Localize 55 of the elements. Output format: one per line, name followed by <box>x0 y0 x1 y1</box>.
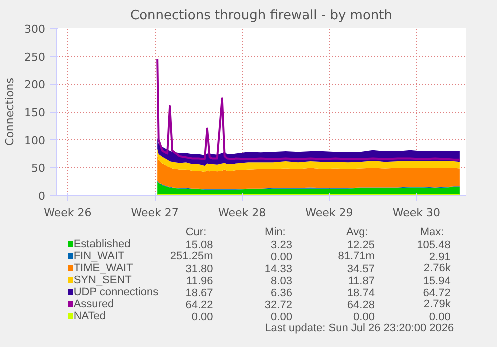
text: 2.91 <box>429 252 451 264</box>
text: 105.48 <box>417 240 451 252</box>
x-tick-label: Week 26 <box>44 206 92 220</box>
text: 6.36 <box>271 288 292 300</box>
legend-label: UDP connections <box>74 286 160 298</box>
y-tick-label: 150 <box>24 106 46 120</box>
text: 81.71m <box>338 250 375 262</box>
x-tick-label: Week 28 <box>218 206 266 220</box>
legend-label: Established <box>74 238 131 250</box>
text: 251.25m <box>170 250 214 262</box>
text: 12.25 <box>347 240 375 252</box>
line-series <box>156 58 461 161</box>
text: 0.00 <box>429 312 451 324</box>
text: Min: <box>265 226 286 238</box>
text: 0.00 <box>271 252 292 264</box>
text: 0.00 <box>271 312 292 324</box>
y-tick-label: 250 <box>24 50 46 64</box>
text: Max: <box>420 226 444 238</box>
x-tick-label: Week 27 <box>131 206 179 220</box>
x-tick-label: Week 30 <box>392 206 440 220</box>
legend-label: SYN_SENT <box>74 274 132 286</box>
y-axis-title: Connections <box>4 78 17 146</box>
x-tick-label: Week 29 <box>306 206 354 220</box>
legend-label: Assured <box>74 298 114 310</box>
text: 64.72 <box>423 288 451 300</box>
text: 14.33 <box>264 264 292 276</box>
text: 64.22 <box>186 300 214 312</box>
text: 2.79k <box>424 298 452 310</box>
text: Cur: <box>186 226 207 238</box>
y-tick-label: 300 <box>24 23 46 36</box>
y-tick-label: 0 <box>38 190 46 203</box>
y-tick-label: 100 <box>24 134 46 148</box>
text: 11.96 <box>186 276 214 288</box>
legend-label: FIN_WAIT <box>74 250 126 262</box>
text: 31.80 <box>186 264 214 276</box>
text: 0.00 <box>354 312 375 324</box>
text: 18.74 <box>347 288 375 300</box>
text: 8.03 <box>271 276 292 288</box>
legend-label: TIME_WAIT <box>74 262 134 274</box>
text: 3.23 <box>271 240 292 252</box>
text: 34.57 <box>347 264 375 276</box>
chart-title: Connections through firewall - by month <box>130 8 392 24</box>
text: 18.67 <box>186 288 214 300</box>
text: 15.94 <box>423 276 451 288</box>
text: Avg: <box>346 226 368 238</box>
legend-label: NATed <box>74 310 106 322</box>
text: 15.08 <box>186 240 214 252</box>
text: 64.28 <box>347 300 375 312</box>
text: Last update: Sun Jul 26 23:20:00 2026 <box>265 322 454 334</box>
y-tick-label: 200 <box>24 78 46 92</box>
y-tick-label: 50 <box>32 162 46 176</box>
text: 2.76k <box>424 262 452 274</box>
text: 32.72 <box>264 300 292 312</box>
text: 11.87 <box>348 276 375 288</box>
text: 0.00 <box>192 312 214 324</box>
